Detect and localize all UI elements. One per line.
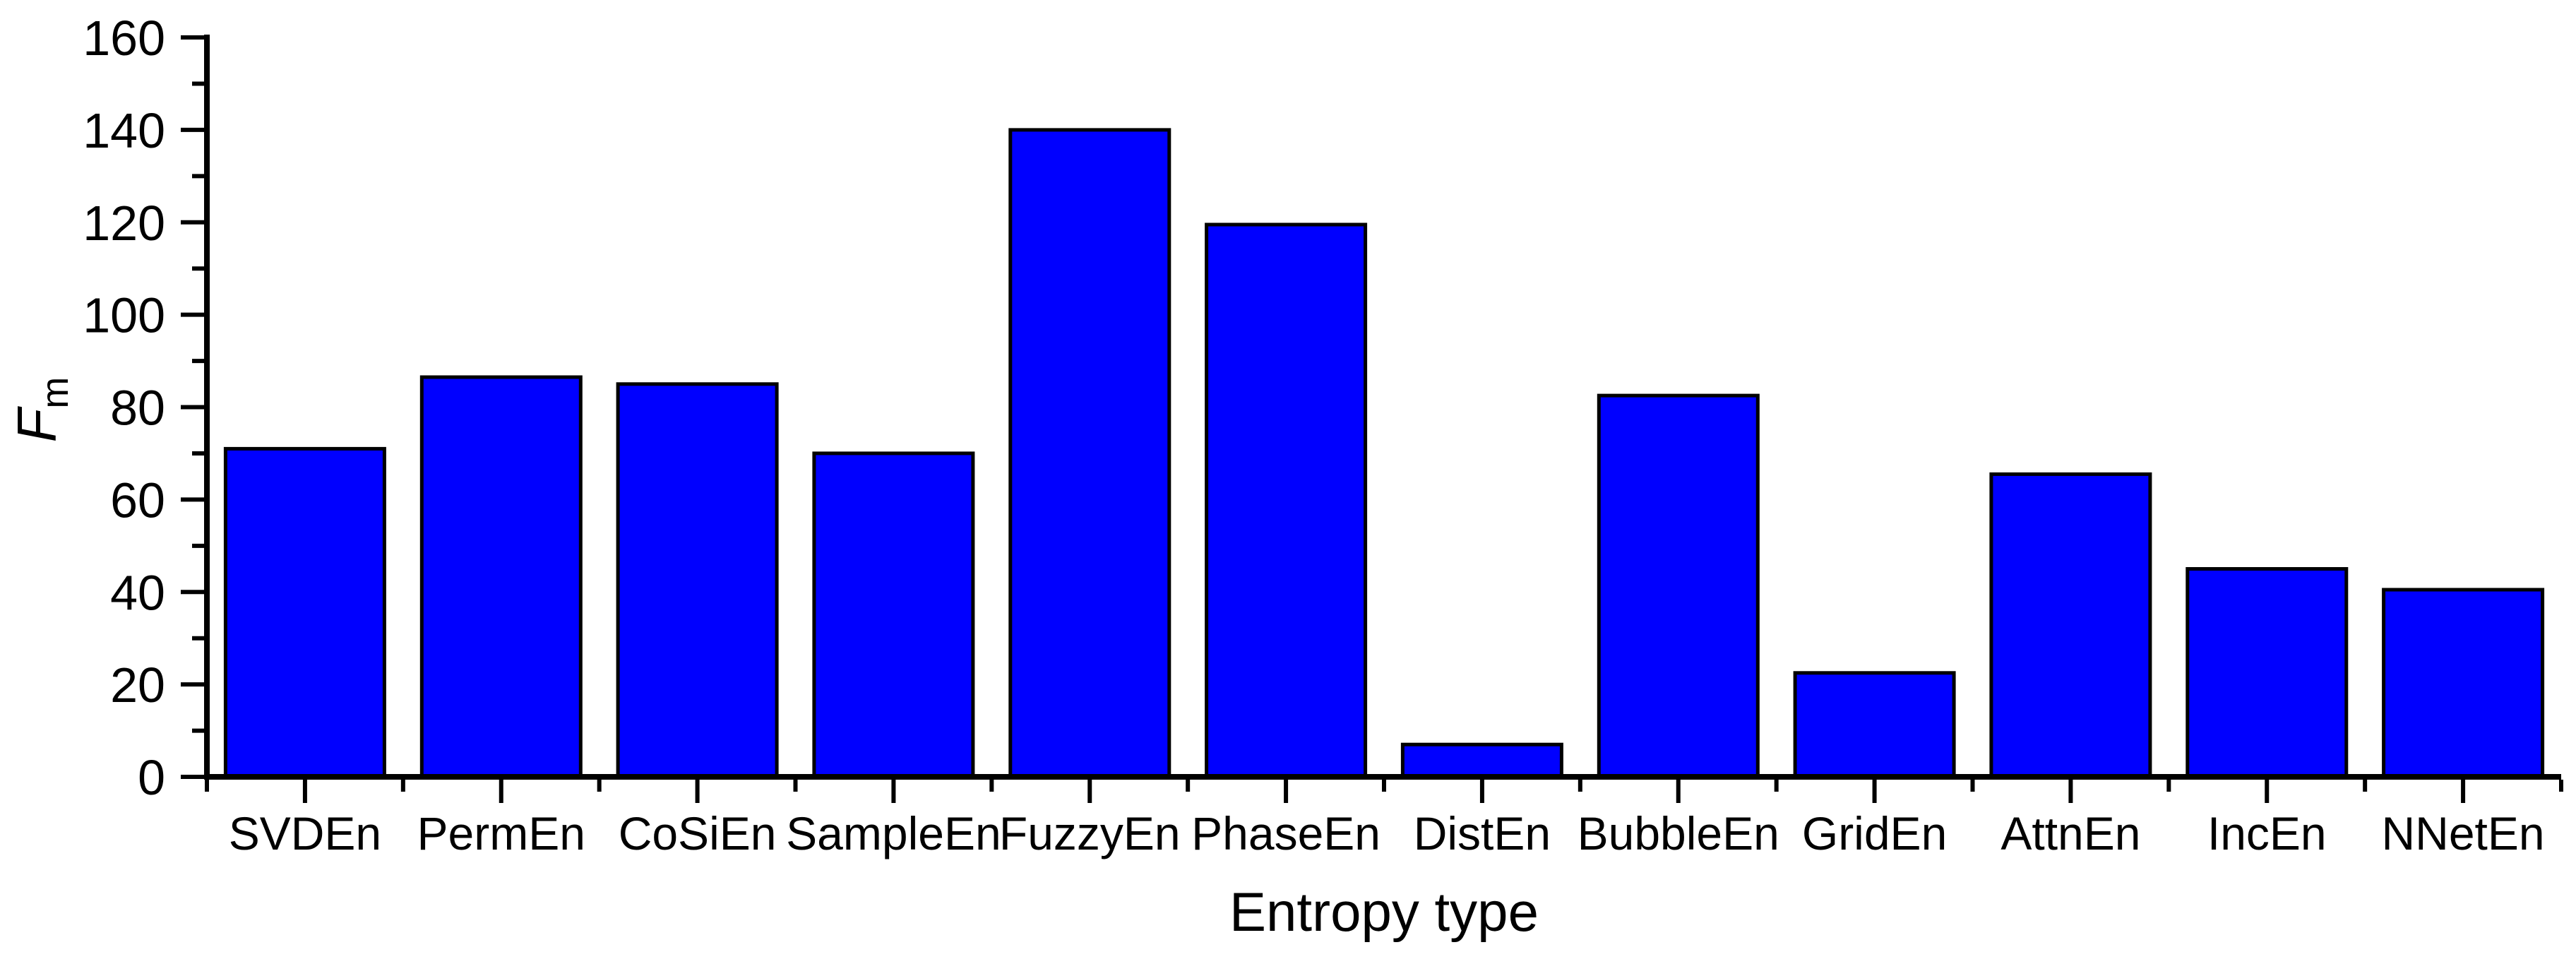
- x-tick-label-PhaseEn: PhaseEn: [1191, 807, 1381, 859]
- y-tick-label: 160: [83, 11, 165, 66]
- bar-IncEn: [2186, 567, 2349, 779]
- bar-PhaseEn: [1205, 222, 1368, 779]
- bar-DistEn: [1400, 742, 1563, 779]
- y-tick-label: 20: [110, 657, 165, 713]
- x-tick-label-DistEn: DistEn: [1414, 807, 1551, 859]
- bar-NNetEn: [2382, 588, 2545, 779]
- y-tick-label: 120: [83, 196, 165, 251]
- x-tick-label-IncEn: IncEn: [2207, 807, 2327, 859]
- bar-CoSiEn: [616, 382, 779, 779]
- x-tick-label-SampleEn: SampleEn: [786, 807, 1001, 859]
- bar-FuzzyEn: [1008, 128, 1171, 779]
- x-tick-label-FuzzyEn: FuzzyEn: [999, 807, 1181, 859]
- x-tick-label-BubbleEn: BubbleEn: [1578, 807, 1779, 859]
- y-tick-label: 80: [110, 381, 165, 436]
- y-tick-label: 140: [83, 103, 165, 158]
- y-tick-label: 0: [138, 750, 165, 805]
- x-tick-label-SVDEn: SVDEn: [229, 807, 381, 859]
- x-axis-title: Entropy type: [1229, 881, 1539, 943]
- x-tick-label-GridEn: GridEn: [1802, 807, 1947, 859]
- y-axis-title: Fm: [5, 377, 77, 443]
- bar-PermEn: [419, 375, 583, 779]
- x-tick-label-PermEn: PermEn: [417, 807, 585, 859]
- x-tick-label-NNetEn: NNetEn: [2382, 807, 2545, 859]
- y-tick-label: 60: [110, 472, 165, 528]
- bar-BubbleEn: [1597, 393, 1760, 779]
- bar-GridEn: [1793, 671, 1956, 779]
- y-axis-title-subscript: m: [33, 376, 76, 409]
- y-tick-label: 40: [110, 565, 165, 620]
- x-tick-label-AttnEn: AttnEn: [2000, 807, 2140, 859]
- bar-SVDEn: [223, 446, 386, 779]
- x-tick-label-CoSiEn: CoSiEn: [619, 807, 777, 859]
- y-tick-label: 100: [83, 288, 165, 343]
- bar-AttnEn: [1989, 472, 2152, 779]
- y-axis-title-symbol: F: [6, 408, 68, 443]
- bar-SampleEn: [812, 451, 975, 779]
